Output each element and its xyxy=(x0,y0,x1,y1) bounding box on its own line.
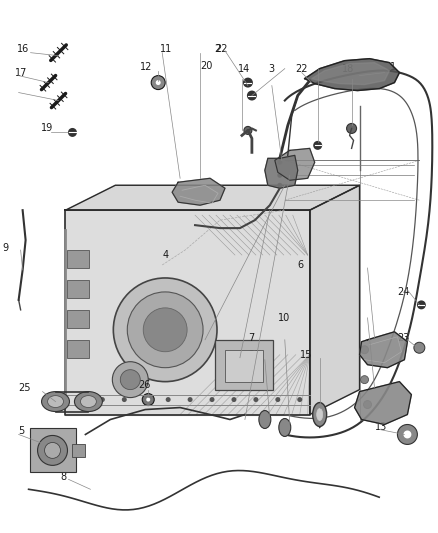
Polygon shape xyxy=(360,332,407,368)
Circle shape xyxy=(144,397,149,402)
Text: 9: 9 xyxy=(3,243,9,253)
Ellipse shape xyxy=(317,409,323,421)
Ellipse shape xyxy=(42,392,70,411)
FancyBboxPatch shape xyxy=(30,429,77,472)
Circle shape xyxy=(38,435,67,465)
Circle shape xyxy=(277,173,283,178)
Circle shape xyxy=(100,397,105,402)
FancyBboxPatch shape xyxy=(67,340,89,358)
Ellipse shape xyxy=(48,395,64,408)
Text: 5: 5 xyxy=(19,426,25,437)
Ellipse shape xyxy=(279,418,291,437)
Ellipse shape xyxy=(81,395,96,408)
Circle shape xyxy=(277,160,283,165)
Text: 3: 3 xyxy=(268,63,274,74)
Text: 24: 24 xyxy=(397,287,410,297)
Text: 26: 26 xyxy=(138,379,151,390)
FancyBboxPatch shape xyxy=(67,310,89,328)
Polygon shape xyxy=(66,185,360,210)
Circle shape xyxy=(157,322,173,338)
Circle shape xyxy=(247,91,257,101)
Text: 10: 10 xyxy=(278,313,290,323)
Circle shape xyxy=(360,376,368,384)
Circle shape xyxy=(45,442,60,458)
Polygon shape xyxy=(355,382,411,424)
Circle shape xyxy=(127,292,203,368)
Circle shape xyxy=(120,370,140,390)
Circle shape xyxy=(254,397,258,402)
FancyBboxPatch shape xyxy=(215,340,273,390)
Circle shape xyxy=(277,183,283,188)
Text: 18: 18 xyxy=(342,63,354,74)
Circle shape xyxy=(414,342,425,353)
Text: 23: 23 xyxy=(397,333,410,343)
FancyBboxPatch shape xyxy=(225,350,263,382)
FancyBboxPatch shape xyxy=(72,444,85,457)
Text: 20: 20 xyxy=(200,61,212,71)
Circle shape xyxy=(243,78,253,87)
Circle shape xyxy=(276,397,280,402)
Circle shape xyxy=(231,397,237,402)
Ellipse shape xyxy=(74,392,102,411)
Circle shape xyxy=(122,397,127,402)
Circle shape xyxy=(187,397,193,402)
Text: 11: 11 xyxy=(160,44,173,54)
Circle shape xyxy=(346,124,357,133)
Polygon shape xyxy=(310,185,360,415)
Text: 22: 22 xyxy=(295,63,307,74)
Text: 1: 1 xyxy=(389,62,396,71)
Text: 25: 25 xyxy=(19,383,31,393)
Circle shape xyxy=(244,126,252,134)
Polygon shape xyxy=(66,210,310,415)
Text: 17: 17 xyxy=(14,68,27,78)
Polygon shape xyxy=(275,148,314,180)
Circle shape xyxy=(397,424,417,445)
Circle shape xyxy=(113,278,217,382)
Circle shape xyxy=(417,301,426,309)
Circle shape xyxy=(360,346,368,354)
Ellipse shape xyxy=(259,410,271,429)
Polygon shape xyxy=(265,155,298,188)
Circle shape xyxy=(155,80,161,85)
Polygon shape xyxy=(305,59,399,91)
Text: 2: 2 xyxy=(214,44,220,54)
Polygon shape xyxy=(312,63,389,85)
Circle shape xyxy=(151,76,165,90)
Circle shape xyxy=(146,398,150,401)
Text: 14: 14 xyxy=(238,63,250,74)
Circle shape xyxy=(112,362,148,398)
Circle shape xyxy=(313,141,322,150)
Circle shape xyxy=(209,397,215,402)
Text: 8: 8 xyxy=(60,472,67,482)
Circle shape xyxy=(142,393,154,406)
Text: 7: 7 xyxy=(248,333,254,343)
Ellipse shape xyxy=(313,402,327,426)
FancyBboxPatch shape xyxy=(67,250,89,268)
Text: 4: 4 xyxy=(162,250,168,260)
Text: 6: 6 xyxy=(298,260,304,270)
Text: 13: 13 xyxy=(374,423,387,432)
Text: 15: 15 xyxy=(300,350,312,360)
Polygon shape xyxy=(172,178,225,205)
FancyBboxPatch shape xyxy=(67,280,89,298)
Circle shape xyxy=(364,401,371,409)
Circle shape xyxy=(297,397,302,402)
Circle shape xyxy=(68,128,77,137)
Text: 21: 21 xyxy=(248,350,260,360)
Circle shape xyxy=(166,397,171,402)
Text: 19: 19 xyxy=(41,124,53,133)
Text: 16: 16 xyxy=(17,44,29,54)
Text: 12: 12 xyxy=(140,62,152,71)
Circle shape xyxy=(78,397,83,402)
Circle shape xyxy=(143,308,187,352)
Text: 22: 22 xyxy=(215,44,227,54)
Circle shape xyxy=(403,431,411,439)
